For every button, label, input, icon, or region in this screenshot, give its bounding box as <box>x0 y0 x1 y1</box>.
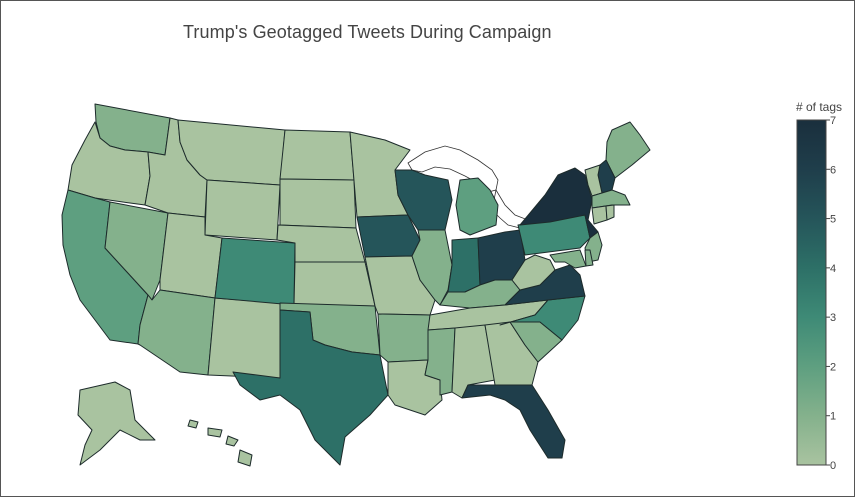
colorbar-tick-label-2: 2 <box>830 361 836 373</box>
state-CO[interactable] <box>214 237 296 306</box>
colorbar-title: # of tags <box>796 100 843 114</box>
state-WI[interactable] <box>394 169 453 231</box>
state-IA[interactable] <box>356 214 421 258</box>
state-ME[interactable] <box>605 121 651 179</box>
state-SD[interactable] <box>279 178 357 229</box>
state-NM[interactable] <box>207 297 281 379</box>
state-NC[interactable] <box>499 295 586 341</box>
state-RI[interactable] <box>605 204 615 221</box>
state-WY[interactable] <box>204 179 281 241</box>
state-HI[interactable] <box>187 419 253 467</box>
state-FL[interactable] <box>461 384 566 459</box>
state-CT[interactable] <box>591 205 608 225</box>
state-IN[interactable] <box>447 237 481 293</box>
colorbar-tick-label-1: 1 <box>830 411 836 423</box>
state-MI[interactable] <box>455 177 499 236</box>
state-NY[interactable] <box>519 167 599 239</box>
state-AR[interactable] <box>377 313 431 363</box>
colorbar <box>796 119 827 466</box>
state-DE[interactable] <box>584 249 594 267</box>
state-AK[interactable] <box>77 381 156 466</box>
colorbar-tick-label-5: 5 <box>830 214 836 226</box>
state-IL[interactable] <box>411 229 453 306</box>
state-MD[interactable] <box>549 249 587 269</box>
colorbar-tick-label-0: 0 <box>830 460 836 472</box>
state-KS[interactable] <box>293 261 376 307</box>
state-TX[interactable] <box>232 309 389 466</box>
state-WV[interactable] <box>511 254 556 291</box>
colorbar-tick-label-4: 4 <box>830 263 836 275</box>
state-AZ[interactable] <box>137 289 216 376</box>
state-ND[interactable] <box>279 129 355 181</box>
colorbar-tick-label-7: 7 <box>830 115 836 127</box>
colorbar-tick-label-3: 3 <box>830 312 836 324</box>
chart-title: Trump's Geotagged Tweets During Campaign <box>183 22 552 42</box>
colorbar-tick-label-6: 6 <box>830 164 836 176</box>
